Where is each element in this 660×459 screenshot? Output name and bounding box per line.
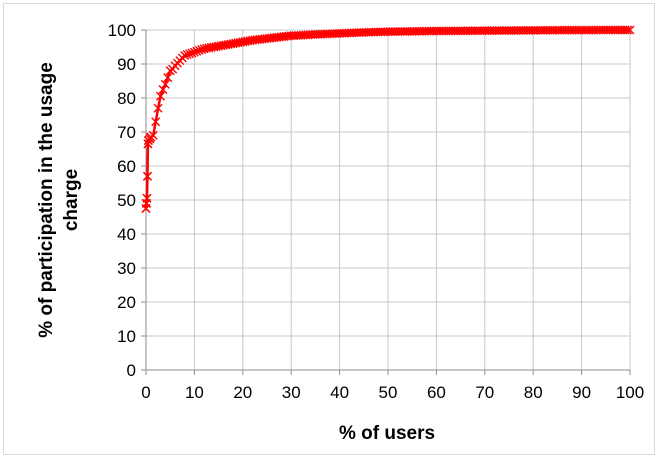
x-tick-label: 30 — [282, 383, 301, 402]
data-point-marker — [143, 139, 153, 149]
y-axis-title: % of participation in the usage charge — [36, 62, 82, 338]
y-tick-label: 30 — [117, 259, 136, 278]
data-point-marker — [153, 103, 163, 113]
x-axis-title: % of users — [339, 423, 435, 444]
x-tick-label: 40 — [330, 383, 349, 402]
gridlines — [146, 29, 631, 370]
y-tick-label: 80 — [117, 89, 136, 108]
y-tick-label: 50 — [117, 191, 136, 210]
x-tick-label: 70 — [475, 383, 494, 402]
y-axis-title-line-1: % of participation in the usage — [36, 62, 57, 338]
data-point-marker — [623, 25, 633, 35]
y-tick-label: 90 — [117, 55, 136, 74]
y-axis-title-line-2: charge — [61, 169, 82, 231]
axes — [141, 29, 631, 375]
tick-labels: 0 10 20 30 40 50 60 70 80 90 100 0 10 20 30 40 50 60 70 80 9… — [108, 21, 645, 402]
x-tick-label: 60 — [427, 383, 446, 402]
x-tick-label: 90 — [572, 383, 591, 402]
data-point-marker — [142, 171, 152, 181]
x-tick-label: 0 — [141, 383, 150, 402]
data-point-marker — [189, 47, 199, 57]
data-point-marker — [160, 79, 170, 89]
data-point-marker — [163, 73, 173, 83]
y-tick-label: 10 — [117, 327, 136, 346]
data-point-marker — [156, 91, 166, 101]
x-tick-label: 10 — [185, 383, 204, 402]
data-series — [141, 25, 635, 213]
data-point-marker — [142, 193, 152, 203]
data-point-marker — [180, 51, 190, 60]
x-tick-label: 50 — [379, 383, 398, 402]
data-point-marker — [187, 48, 197, 58]
data-point-marker — [158, 85, 168, 94]
data-point-marker — [146, 132, 156, 142]
y-tick-label: 70 — [117, 123, 136, 142]
x-tick-label: 80 — [524, 383, 543, 402]
data-point-marker — [185, 49, 195, 59]
data-point-marker — [182, 50, 192, 60]
y-tick-label: 20 — [117, 293, 136, 312]
y-tick-label: 0 — [127, 361, 136, 380]
y-tick-label: 60 — [117, 157, 136, 176]
data-point-marker — [151, 117, 161, 127]
data-point-marker — [194, 45, 204, 55]
y-tick-label: 100 — [108, 21, 136, 40]
chart-frame — [3, 3, 655, 455]
x-tick-label: 100 — [616, 383, 644, 402]
x-tick-label: 20 — [233, 383, 252, 402]
data-point-marker — [192, 46, 202, 56]
data-point-marker — [625, 25, 635, 35]
y-tick-label: 40 — [117, 225, 136, 244]
